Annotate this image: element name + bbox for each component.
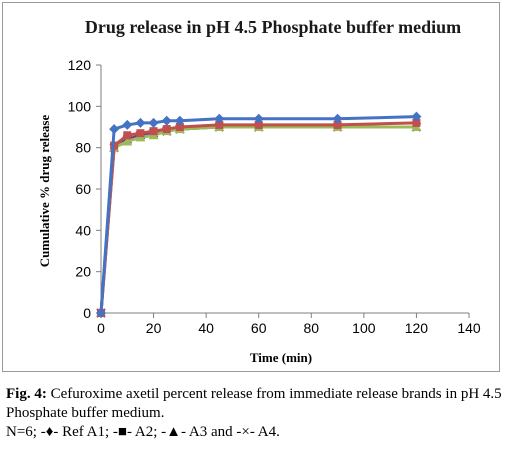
figure-caption: Fig. 4: Cefuroxime axetil percent releas…	[6, 385, 522, 442]
series-2-point	[162, 125, 171, 134]
y-tick-label: 60	[75, 181, 91, 197]
y-tick-label: 20	[75, 264, 91, 280]
x-tick-label: 100	[352, 320, 376, 336]
x-axis-label: Time (min)	[250, 350, 312, 365]
y-axis-label: Cumulative % drug release	[37, 115, 52, 268]
series-1-point	[135, 117, 146, 128]
series-1-point	[174, 115, 185, 126]
chart-frame: Drug release in pH 4.5 Phosphate buffer …	[2, 2, 500, 372]
series-3	[96, 122, 422, 317]
figure-label: Fig. 4:	[6, 386, 47, 402]
y-tick-label: 0	[83, 305, 91, 321]
series-3-line	[99, 125, 417, 314]
series-1-point	[148, 117, 159, 128]
x-tick-label: 140	[457, 320, 481, 336]
caption-text: Cefuroxime axetil percent release from i…	[6, 386, 502, 421]
y-tick-label: 100	[68, 98, 92, 114]
series-1-point	[161, 115, 172, 126]
series-4	[96, 122, 422, 318]
series-2-point	[123, 131, 132, 140]
y-tick-label: 40	[75, 222, 91, 238]
series-1	[96, 111, 422, 318]
tick-labels: 0 20 40 60 80 100 120 0 20 40 60 80 100 120 140	[68, 57, 481, 336]
series-2-point	[136, 129, 145, 138]
series-1-point	[96, 308, 106, 318]
series-2-point	[254, 120, 263, 129]
series-1-point	[109, 124, 120, 135]
series-1-point	[214, 113, 225, 124]
x-tick-label: 40	[198, 320, 214, 336]
series-4-line	[99, 125, 417, 314]
series-2-point	[175, 123, 184, 131]
series-layer	[96, 111, 422, 318]
y-tick-label: 120	[68, 57, 92, 73]
chart-title: Drug release in pH 4.5 Phosphate buffer …	[85, 17, 461, 37]
x-tick-label: 20	[146, 320, 162, 336]
series-2-point	[149, 127, 158, 136]
x-tick-label: 120	[405, 320, 429, 336]
series-3-point	[122, 136, 133, 146]
drug-release-chart: Drug release in pH 4.5 Phosphate buffer …	[37, 17, 481, 365]
series-1-point	[332, 113, 343, 124]
x-tick-label: 80	[303, 320, 319, 336]
series-2-line	[99, 121, 417, 314]
series-1-line	[99, 115, 417, 314]
series-1-point	[411, 111, 422, 122]
x-tick-label: 60	[251, 320, 267, 336]
series-2	[97, 118, 421, 317]
series-1-point	[253, 113, 264, 124]
x-tick-label: 0	[97, 320, 105, 336]
series-1-point	[122, 119, 133, 130]
series-2-point	[333, 120, 342, 129]
series-2-point	[412, 118, 421, 127]
y-tick-label: 80	[75, 140, 91, 156]
series-2-point	[215, 120, 224, 129]
caption-legend: N=6; -♦- Ref A1; -■- A2; -▲- A3 and -×- …	[6, 424, 280, 440]
axes	[96, 64, 470, 318]
